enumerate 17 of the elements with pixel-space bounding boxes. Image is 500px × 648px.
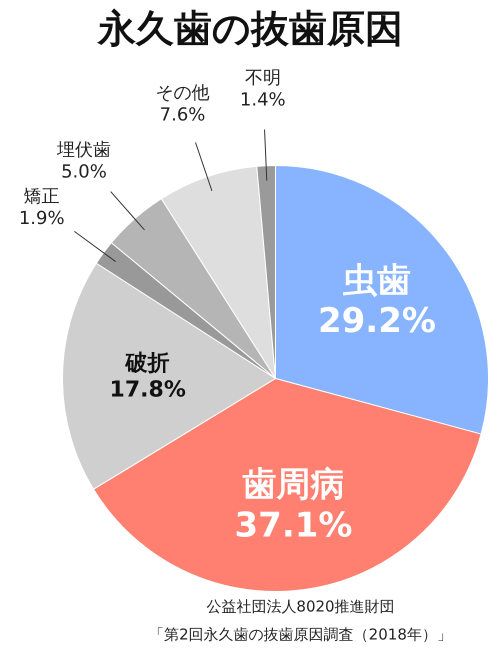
text: 公益社団法人8020推進財団	[206, 598, 395, 616]
data-label: 29.2%	[318, 301, 436, 342]
data-label: 1.9%	[18, 208, 65, 229]
slice-label: 歯周病	[242, 464, 345, 505]
slice-label: 埋伏歯	[56, 140, 111, 161]
slice-label: 虫歯	[342, 260, 411, 300]
text: 「第2回永久歯の抜歯原因調査（2018年）」	[149, 626, 452, 644]
chart-title: 永久歯の抜歯原因	[97, 6, 403, 50]
slice-label: その他	[156, 82, 210, 104]
data-label: 37.1%	[234, 505, 352, 546]
slice-label: 矯正	[24, 186, 60, 207]
data-label: 17.8%	[110, 378, 186, 403]
data-label: 7.6%	[160, 104, 206, 126]
data-label: 1.4%	[240, 90, 286, 111]
slice-label: 破折	[124, 351, 170, 376]
slice-label: 不明	[244, 68, 281, 89]
data-label: 5.0%	[61, 162, 107, 183]
